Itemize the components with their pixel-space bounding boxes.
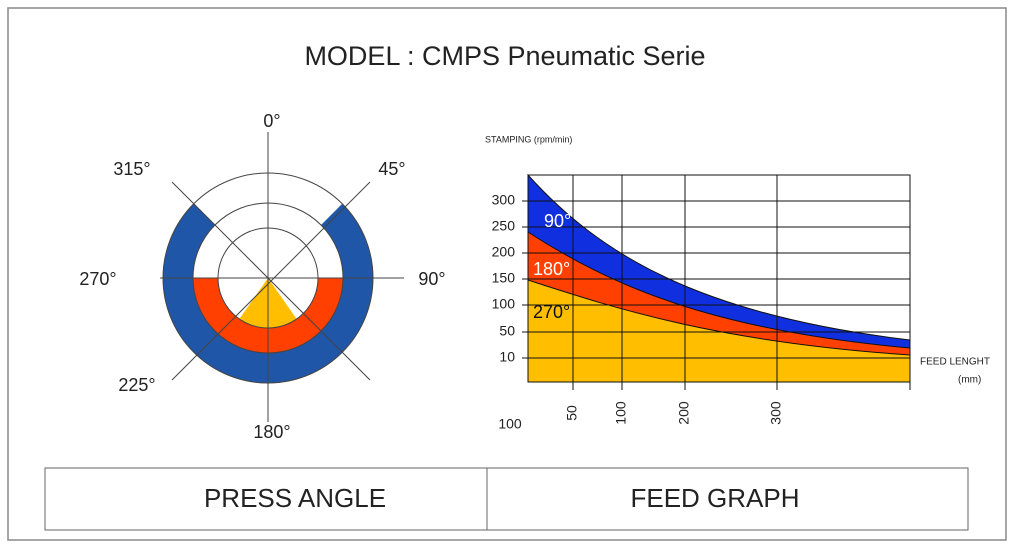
band-label: 270° xyxy=(533,302,570,322)
blue-sector xyxy=(163,203,373,383)
y-label: 100 xyxy=(492,296,516,312)
title: MODEL : CMPS Pneumatic Serie xyxy=(304,41,705,71)
angle-label: 270° xyxy=(79,269,116,289)
angle-label: 0° xyxy=(263,111,280,131)
feed-graph: STAMPING (rpm/min) 90° 180° 270° 100 FEE… xyxy=(485,134,990,431)
angle-label: 225° xyxy=(118,375,155,395)
plot-frame xyxy=(527,174,911,383)
table-cell: PRESS ANGLE xyxy=(204,483,386,513)
axis-title: STAMPING (rpm/min) xyxy=(485,134,572,144)
feed-unit: (mm) xyxy=(958,375,981,386)
band-label: 180° xyxy=(533,259,570,279)
table-cell: FEED GRAPH xyxy=(630,483,799,513)
angle-label: 180° xyxy=(253,422,290,442)
table xyxy=(44,467,969,531)
press-angle: 0° 45° 90° 180° 225° 270° 315° xyxy=(79,111,445,442)
y-label: 50 xyxy=(499,323,515,339)
y-label: 10 xyxy=(499,349,515,365)
y-label: 300 xyxy=(492,192,516,208)
feed-label: FEED LENGHT xyxy=(920,357,990,368)
x-start: 100 xyxy=(498,416,522,432)
x-label: 300 xyxy=(768,401,784,425)
y-label: 250 xyxy=(492,218,516,234)
y-label: 150 xyxy=(492,270,516,286)
angle-label: 45° xyxy=(378,159,405,179)
band-label: 90° xyxy=(544,211,571,231)
axis-line xyxy=(171,181,371,381)
x-label: 50 xyxy=(564,405,580,421)
angle-label: 315° xyxy=(113,159,150,179)
x-label: 100 xyxy=(613,401,629,425)
angle-label: 90° xyxy=(418,269,445,289)
y-label: 200 xyxy=(492,244,516,260)
x-label: 200 xyxy=(676,401,692,425)
red-sector xyxy=(193,278,343,353)
